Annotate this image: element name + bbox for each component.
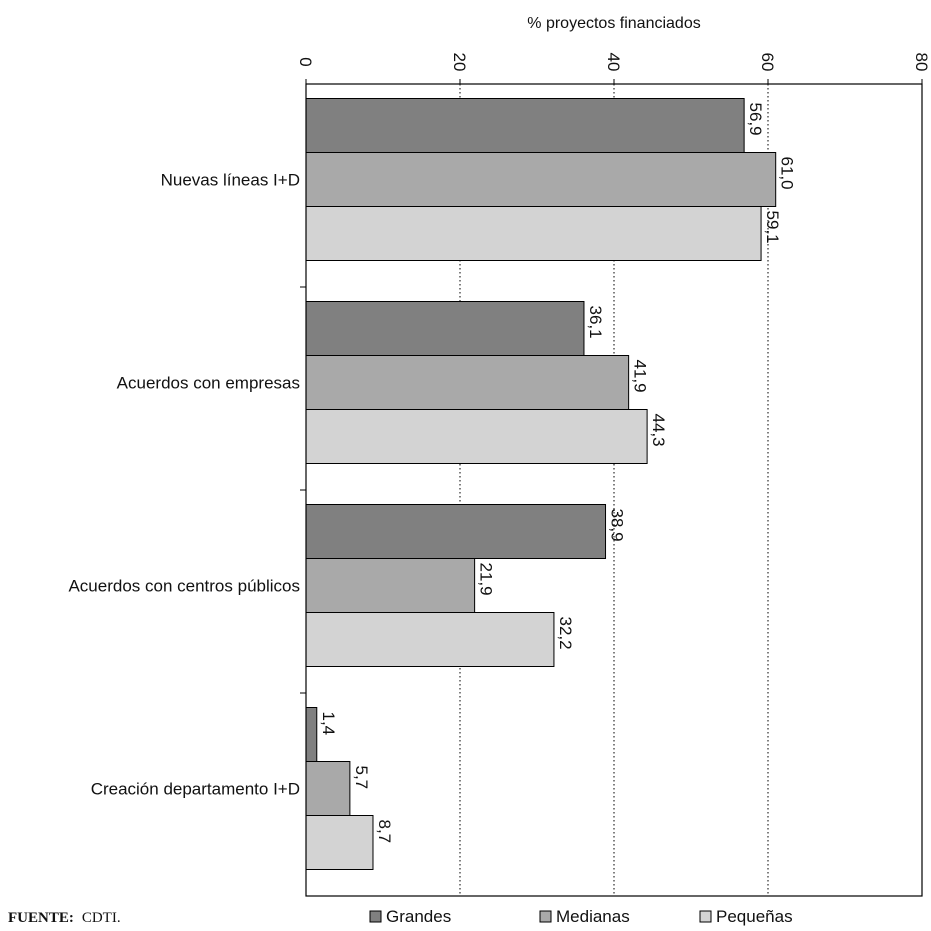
data-label-grandes-1: 56,9 bbox=[746, 103, 765, 136]
x-axis-title: % proyectos financiados bbox=[527, 15, 700, 32]
data-label-grandes-3: 38,9 bbox=[608, 509, 627, 542]
source-label: FUENTE: bbox=[8, 910, 74, 926]
legend-label-pequeñas: Pequeñas bbox=[716, 907, 793, 926]
data-label-medianas-4: 5,7 bbox=[352, 766, 371, 790]
bar-medianas-2 bbox=[305, 355, 630, 410]
bar-grandes-1 bbox=[305, 98, 745, 153]
category-labels: Nuevas líneas I+D Acuerdos con empresas Ac… bbox=[68, 171, 306, 799]
bar-grandes-3 bbox=[305, 504, 607, 559]
bar-medianas-1 bbox=[305, 152, 777, 207]
data-label-medianas-2: 41,9 bbox=[631, 360, 650, 393]
legend-label-medianas: Medianas bbox=[556, 907, 630, 926]
legend: Grandes Medianas Pequeñas bbox=[369, 907, 793, 926]
legend-label-grandes: Grandes bbox=[386, 907, 451, 926]
data-label-grandes-4: 1,4 bbox=[319, 712, 338, 736]
source-text: CDTI. bbox=[82, 910, 121, 926]
data-label-pequeñas-3: 32,2 bbox=[556, 617, 575, 650]
bar-grandes-4 bbox=[305, 707, 318, 762]
tick-label-80: 80 bbox=[912, 53, 931, 72]
category-label-3: Acuerdos con centros públicos bbox=[68, 577, 300, 596]
bar-medianas-3 bbox=[305, 558, 476, 613]
tick-label-20: 20 bbox=[450, 53, 469, 72]
data-label-pequeñas-2: 44,3 bbox=[649, 414, 668, 447]
bars: 56,9 61,0 59,1 36,1 41,9 44,3 38,9 21,9 32,2 1,4 5… bbox=[305, 98, 797, 870]
category-label-2: Acuerdos con empresas bbox=[117, 374, 300, 393]
category-label-1: Nuevas líneas I+D bbox=[161, 171, 300, 190]
legend-swatch-pequeñas bbox=[699, 910, 712, 923]
tick-label-40: 40 bbox=[604, 53, 623, 72]
bar-medianas-4 bbox=[305, 761, 351, 816]
source-note: FUENTE: CDTI. bbox=[8, 909, 121, 926]
x-axis-ticks: 0 20 40 60 80 bbox=[296, 53, 931, 84]
data-label-medianas-3: 21,9 bbox=[477, 563, 496, 596]
legend-swatch-medianas bbox=[539, 910, 552, 923]
tick-label-60: 60 bbox=[758, 53, 777, 72]
bar-pequeñas-3 bbox=[305, 612, 555, 667]
category-label-4: Creación departamento I+D bbox=[91, 780, 300, 799]
gridlines bbox=[459, 84, 769, 896]
data-label-pequeñas-1: 59,1 bbox=[763, 211, 782, 244]
bar-pequeñas-4 bbox=[305, 815, 374, 870]
bar-pequeñas-1 bbox=[305, 206, 762, 261]
legend-swatch-grandes bbox=[369, 910, 382, 923]
svg-text:FUENTE: CDTI.: FUENTE: CDTI. bbox=[8, 909, 121, 926]
tick-label-0: 0 bbox=[296, 57, 315, 66]
data-label-grandes-2: 36,1 bbox=[586, 306, 605, 339]
bar-pequeñas-2 bbox=[305, 409, 648, 464]
bar-grandes-2 bbox=[305, 301, 585, 356]
data-label-pequeñas-4: 8,7 bbox=[375, 820, 394, 844]
data-label-medianas-1: 61,0 bbox=[778, 157, 797, 190]
